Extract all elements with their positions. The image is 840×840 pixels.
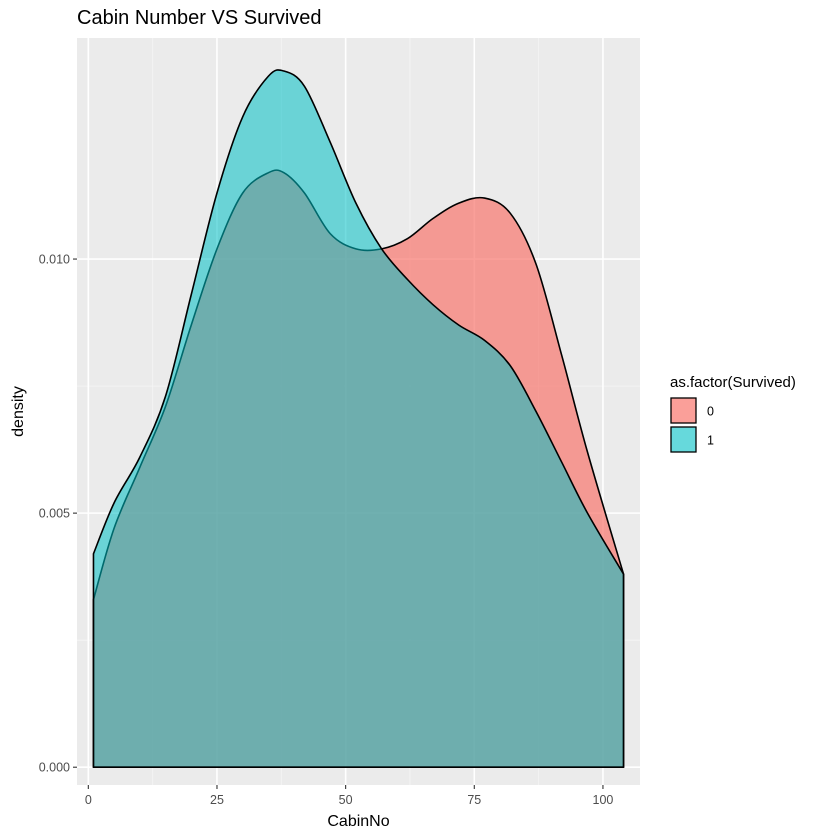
y-tick-label-0-005: 0.005 [39, 507, 70, 521]
x-tick-label-100: 100 [593, 793, 614, 807]
legend-title: as.factor(Survived) [670, 374, 796, 391]
x-tick-label-50: 50 [339, 793, 353, 807]
density-area-1 [92, 69, 625, 769]
legend: as.factor(Survived) 0 1 [670, 374, 796, 453]
chart-title: Cabin Number VS Survived [77, 7, 322, 29]
x-tick-label-25: 25 [210, 793, 224, 807]
legend-label-1: 1 [707, 434, 714, 448]
y-axis-title: density [10, 386, 27, 437]
legend-swatch-1 [670, 426, 697, 453]
y-tick-label-0-000: 0.000 [39, 761, 70, 775]
x-axis-title: CabinNo [327, 813, 389, 830]
density-areas [92, 69, 625, 769]
legend-swatch-0 [670, 397, 697, 424]
x-tick-label-75: 75 [467, 793, 481, 807]
x-axis-tick-labels: 0 25 50 75 100 [85, 793, 614, 807]
legend-label-0: 0 [707, 405, 714, 419]
y-tick-label-0-010: 0.010 [39, 253, 70, 267]
axis-ticks [73, 258, 604, 789]
y-axis-tick-labels: 0.000 0.005 0.010 [39, 253, 70, 775]
x-tick-label-0: 0 [85, 793, 92, 807]
